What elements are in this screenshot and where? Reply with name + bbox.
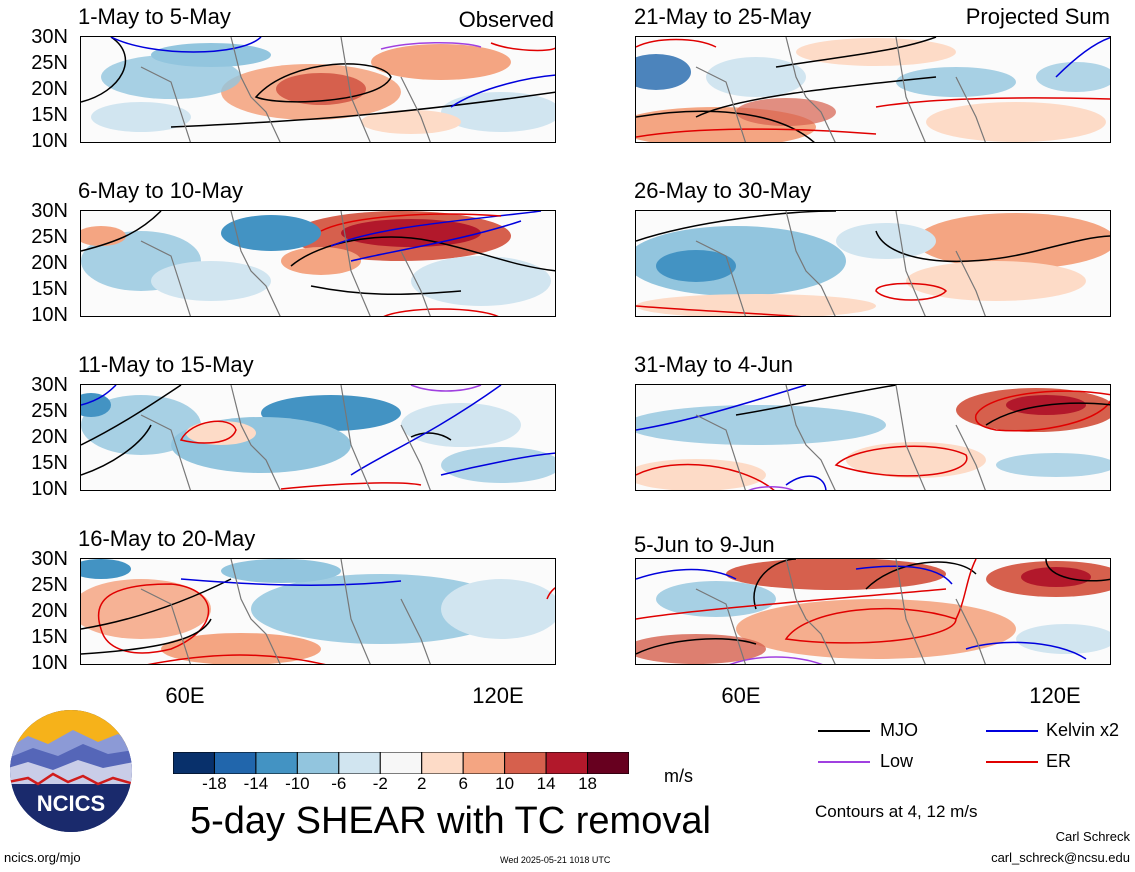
lat-label: 15N — [31, 104, 68, 126]
footer-author: Carl Schreck — [1055, 829, 1130, 844]
legend-swatch-er — [986, 761, 1038, 763]
colorbar-tick-label: 18 — [578, 774, 597, 793]
lat-label: 10N — [31, 652, 68, 674]
panel-title: 1-May to 5-May — [78, 4, 231, 29]
shear-map — [635, 210, 1111, 317]
colorbar-tick-label: 6 — [458, 774, 468, 793]
colorbar-swatches — [172, 751, 630, 775]
panel-title: 31-May to 4-Jun — [634, 352, 793, 377]
colorbar-units: m/s — [664, 766, 693, 786]
colorbar — [172, 751, 630, 779]
panel-title: 5-Jun to 9-Jun — [634, 532, 775, 557]
lat-label: 25N — [31, 574, 68, 596]
lat-label: 30N — [31, 374, 68, 396]
lat-label: 25N — [31, 52, 68, 74]
colorbar-swatch — [213, 751, 257, 775]
panel-title: 26-May to 30-May — [634, 178, 812, 203]
legend-label-kelvin: Kelvin x2 — [1046, 720, 1120, 740]
colorbar-tick-label: 2 — [416, 774, 427, 793]
colorbar-tick-label: 14 — [536, 774, 556, 793]
colorbar-swatch — [379, 751, 423, 775]
colorbar-swatch — [172, 751, 215, 775]
legend-swatch-low — [818, 761, 870, 763]
footer-timestamp: Wed 2025-05-21 1018 UTC — [500, 855, 611, 865]
panel-title: 21-May to 25-May — [634, 4, 812, 29]
shear-map — [80, 36, 556, 143]
colorbar-tick-label: -18 — [202, 774, 227, 793]
colorbar-tick-label: -6 — [331, 774, 347, 793]
colorbar-swatch — [504, 751, 547, 775]
contours-note: Contours at 4, 12 m/s — [815, 802, 978, 821]
colorbar-tick-label: -2 — [372, 774, 388, 793]
lat-label: 15N — [31, 452, 68, 474]
lat-label: 20N — [31, 78, 68, 100]
lat-label: 20N — [31, 600, 68, 622]
ncics-logo: NCICS — [8, 708, 134, 834]
colorbar-swatch — [462, 751, 506, 775]
shear-map — [80, 210, 556, 317]
projected-sum-label: Projected Sum — [965, 4, 1110, 29]
legend-swatch-kelvin — [986, 730, 1038, 732]
lat-label: 20N — [31, 426, 68, 448]
logo-text: NCICS — [37, 791, 105, 816]
shear-map — [635, 36, 1111, 143]
legend-label-low: Low — [880, 751, 914, 771]
main-title: 5-day SHEAR with TC removal — [190, 800, 711, 842]
lat-label: 10N — [31, 478, 68, 500]
colorbar-tick-label: -14 — [243, 774, 269, 793]
legend-label-mjo: MJO — [880, 720, 918, 740]
shear-map — [635, 558, 1111, 665]
colorbar-swatch — [296, 751, 340, 775]
lat-label: 15N — [31, 278, 68, 300]
lat-label: 10N — [31, 130, 68, 152]
lat-label: 20N — [31, 252, 68, 274]
colorbar-swatch — [587, 751, 630, 775]
colorbar-swatch — [255, 751, 298, 775]
legend-label-er: ER — [1046, 751, 1072, 771]
lat-label: 10N — [31, 304, 68, 326]
observed-label: Observed — [458, 7, 554, 32]
colorbar-swatch — [421, 751, 464, 775]
colorbar-tick-label: -10 — [285, 774, 310, 793]
legend-swatch-mjo — [818, 730, 870, 732]
shear-map — [635, 384, 1111, 491]
lat-label: 25N — [31, 226, 68, 248]
lat-label: 25N — [31, 400, 68, 422]
lat-label: 30N — [31, 548, 68, 570]
lon-label: 60E — [721, 683, 761, 708]
lat-label: 30N — [31, 200, 68, 222]
footer-email: carl_schreck@ncsu.edu — [991, 850, 1130, 865]
lat-label: 15N — [31, 626, 68, 648]
shear-map — [80, 558, 556, 665]
colorbar-swatch — [545, 751, 589, 775]
footer-url: ncics.org/mjo — [4, 850, 81, 865]
lon-label: 60E — [165, 683, 205, 708]
lon-label: 120E — [472, 683, 524, 708]
colorbar-tick-label: 10 — [495, 774, 515, 793]
panel-title: 16-May to 20-May — [78, 526, 256, 551]
shear-map — [80, 384, 556, 491]
lon-label: 120E — [1029, 683, 1081, 708]
lat-label: 30N — [31, 26, 68, 48]
panel-title: 11-May to 15-May — [78, 352, 254, 377]
colorbar-swatch — [338, 751, 381, 775]
panel-title: 6-May to 10-May — [78, 178, 244, 203]
